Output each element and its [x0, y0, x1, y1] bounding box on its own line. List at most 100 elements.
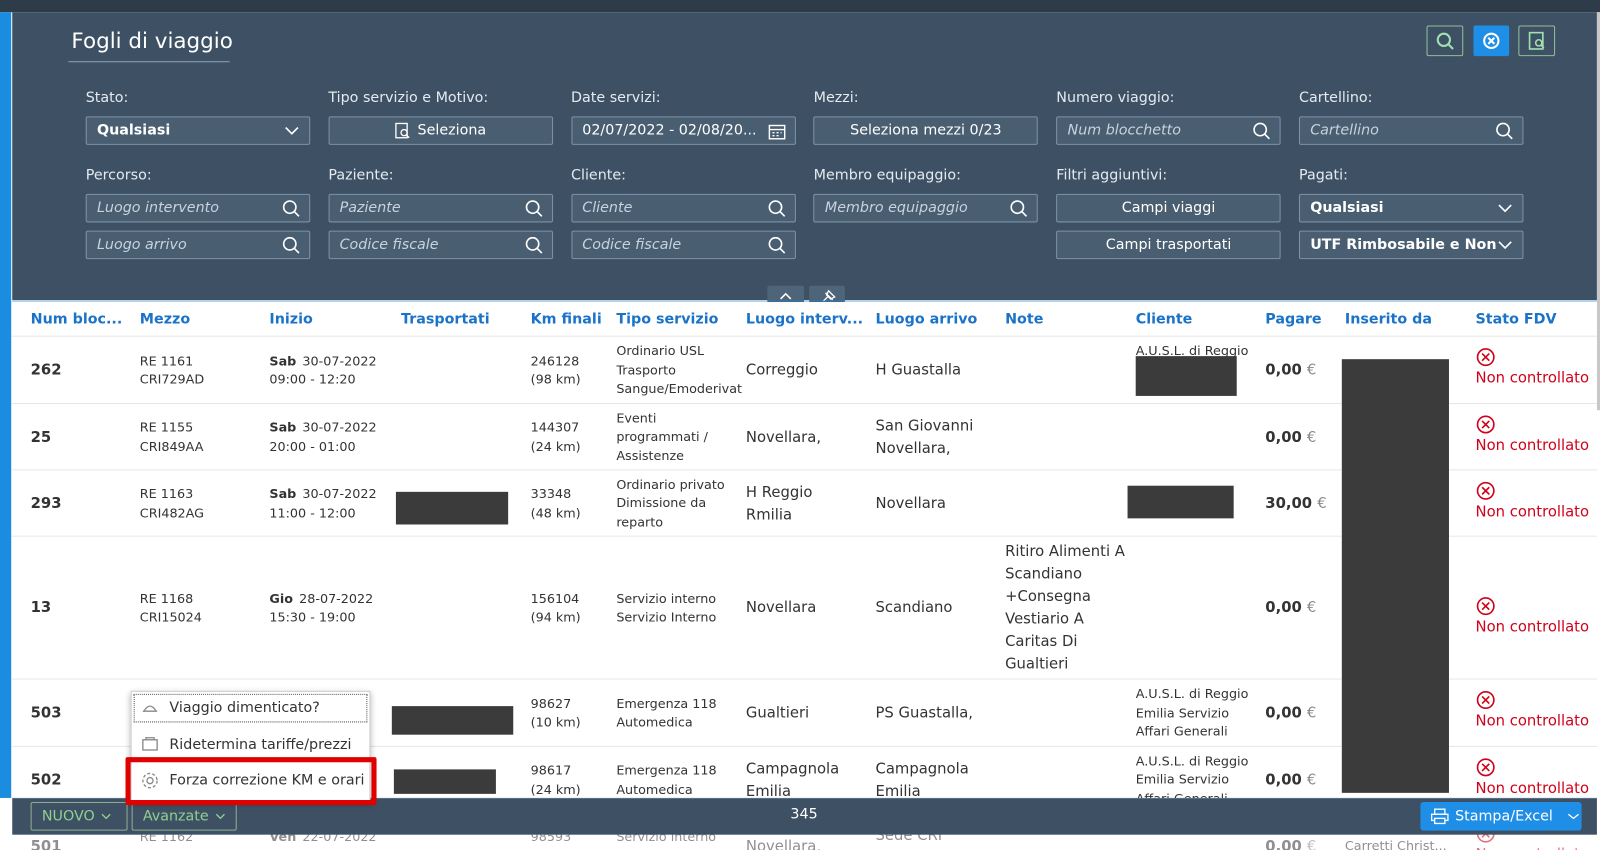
table-cell: PS Guastalla,: [876, 680, 1002, 747]
filter-field[interactable]: Luogo intervento: [85, 193, 311, 223]
table-header-bg: [12, 302, 1597, 337]
table-row[interactable]: 293 RE 1163 CRI482AG Sab 30-07-2022 11:00 - 1…: [12, 470, 1597, 537]
menu-item[interactable]: Ridetermina tariffe/prezzi: [133, 730, 369, 761]
status-text: Non controllato: [1475, 844, 1592, 850]
cell-line: CRI849AA: [139, 438, 204, 454]
table-cell: Gio 28-07-2022 15:30 - 19:00: [269, 537, 397, 680]
filter-field[interactable]: Codice fiscale: [328, 230, 553, 260]
search-button[interactable]: [1426, 25, 1464, 57]
column-header[interactable]: Inserito da: [1344, 311, 1433, 328]
cell-line: A.U.S.L. di Reggio: [1135, 752, 1249, 769]
chevron: [101, 813, 111, 820]
advanced-label: Avanzate: [142, 808, 209, 825]
table-row[interactable]: 262 RE 1161 CRI729AD Sab 30-07-2022 09:00 - 1…: [12, 336, 1597, 405]
weekday: Sab: [269, 352, 297, 368]
cell-line: San Giovanni: [875, 417, 974, 435]
filter-field[interactable]: 02/07/2022 - 02/08/20...: [571, 116, 796, 145]
cell-line: Carretti Christ...: [1344, 838, 1447, 850]
cell-line: H Reggio: [745, 484, 813, 501]
table-cell: Non controllato: [1475, 337, 1592, 404]
filter-field[interactable]: Seleziona mezzi 0/23: [813, 116, 1039, 145]
start-date: 30-07-2022: [302, 485, 377, 502]
cell-line: 246128: [530, 352, 580, 368]
amount-line: 0,00 €: [1265, 769, 1341, 791]
column-header[interactable]: Cliente: [1135, 311, 1193, 328]
column-header[interactable]: Km finali: [530, 311, 602, 328]
table-cell: 262: [31, 337, 136, 404]
table-cell: Ordinario privato Dimissione da reparto: [616, 470, 742, 536]
currency: €: [1306, 599, 1317, 617]
filter-field[interactable]: Num blocchetto: [1056, 116, 1281, 145]
print-icon: [1430, 808, 1449, 825]
trip-number: 501: [30, 838, 62, 850]
report-button[interactable]: [1518, 25, 1556, 57]
new-button[interactable]: NUOVO: [30, 802, 128, 831]
filter-field[interactable]: Campi viaggi: [1056, 193, 1281, 223]
cell-line: Emilia Servizio: [1135, 771, 1230, 787]
status-icon: [1476, 691, 1495, 709]
field-text: Codice fiscale: [339, 236, 439, 254]
filter-label: Membro equipaggio:: [813, 167, 961, 184]
column-header[interactable]: Luogo arrivo: [875, 311, 978, 328]
menu-icon: [142, 737, 158, 751]
filter-field[interactable]: Codice fiscale: [571, 230, 796, 260]
amount-line: 0,00 €: [1265, 359, 1341, 381]
filter-field[interactable]: Luogo arrivo: [85, 230, 311, 260]
reset-icon: [1483, 32, 1500, 49]
cell-line: 156104: [530, 590, 580, 606]
column-header[interactable]: Note: [1005, 311, 1044, 328]
status-text: Non controllato: [1475, 504, 1590, 521]
table-cell: 501: [31, 813, 136, 850]
cell-line: reparto: [616, 514, 664, 530]
column-header[interactable]: Luogo interv...: [745, 311, 864, 328]
table-cell: Sab 30-07-2022 11:00 - 12:00: [269, 470, 397, 536]
table-cell: Novellara: [876, 470, 1002, 536]
advanced-button[interactable]: Avanzate: [131, 802, 237, 831]
field-text: Seleziona: [417, 122, 487, 139]
table-cell: 156104 (94 km): [531, 537, 613, 680]
filter-field[interactable]: UTF Rimbosabile e Non: [1298, 230, 1524, 260]
trip-number: 502: [30, 771, 62, 789]
cell-line: Emilia Servizio: [1135, 704, 1230, 721]
collapse-button[interactable]: [767, 285, 805, 307]
filter-field[interactable]: Membro equipaggio: [813, 193, 1039, 223]
menu-label: Forza correzione KM e orari: [169, 772, 365, 789]
filter-field[interactable]: Cartellino: [1298, 116, 1524, 145]
table-cell: Campagnola Emilia: [746, 747, 872, 813]
table-cell: Novellara,: [746, 404, 872, 470]
chevron: [1567, 813, 1579, 820]
table-cell: Non controllato: [1475, 680, 1592, 747]
field-text: Campi trasportati: [1105, 236, 1232, 254]
filter-field[interactable]: Seleziona: [328, 116, 553, 145]
currency: €: [1306, 429, 1317, 446]
menu-item[interactable]: Viaggio dimenticato?: [133, 693, 369, 724]
export-button[interactable]: Stampa/Excel: [1420, 802, 1582, 831]
filter-field[interactable]: Cliente: [571, 193, 796, 223]
table-cell: H Guastalla: [876, 337, 1002, 404]
table-row[interactable]: 13 RE 1168 CRI15024 Gio 28-07-2022 15:30 - 19…: [12, 536, 1597, 680]
filter-field[interactable]: Paziente: [328, 193, 553, 223]
column-header[interactable]: Stato FDV: [1475, 311, 1557, 328]
column-header[interactable]: Trasportati: [401, 311, 490, 328]
column-header[interactable]: Num bloc...: [30, 311, 123, 328]
cell-line: CRI939AE: [140, 846, 266, 850]
table-row[interactable]: 25 RE 1155 CRI849AA Sab 30-07-2022 20:00 - 01…: [12, 404, 1597, 471]
filter-field[interactable]: Campi trasportati: [1056, 230, 1281, 260]
pin-button[interactable]: [809, 285, 845, 307]
filter-field[interactable]: Qualsiasi: [1298, 193, 1524, 223]
table-cell: Novellara: [746, 537, 872, 680]
cell-line: PS Guastalla,: [875, 705, 973, 722]
cell-line: Caritas Di: [1005, 633, 1078, 650]
column-header[interactable]: Mezzo: [139, 311, 191, 328]
menu-item[interactable]: Forza correzione KM e orari: [133, 765, 369, 796]
filter-field[interactable]: Qualsiasi: [85, 116, 311, 145]
cell-line: Ordinario USL: [616, 343, 705, 359]
cell-line: RE 1168: [139, 590, 194, 606]
trip-number: 262: [30, 362, 62, 379]
table-cell: A.U.S.L. di Reggio: [1136, 342, 1262, 362]
reset-button[interactable]: [1473, 25, 1510, 57]
column-header[interactable]: Inizio: [269, 311, 313, 328]
column-header[interactable]: Tipo servizio: [616, 311, 719, 328]
search-icon: [1496, 122, 1513, 140]
column-header[interactable]: Pagare: [1265, 311, 1322, 328]
